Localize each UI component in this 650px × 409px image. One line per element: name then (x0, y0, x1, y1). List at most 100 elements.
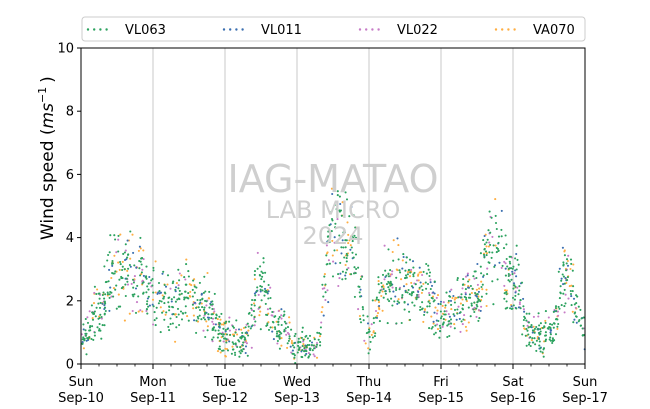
point-vl063 (521, 333, 524, 336)
point-va070 (391, 250, 394, 254)
point-vl063 (333, 203, 336, 207)
point-va070 (216, 318, 219, 321)
point-vl063 (244, 338, 247, 341)
point-va070 (477, 295, 480, 298)
point-vl063 (325, 263, 328, 266)
point-vl063 (84, 332, 87, 335)
point-vl063 (484, 250, 488, 253)
point-vl063 (515, 268, 518, 271)
point-va070 (139, 247, 142, 250)
point-vl063 (518, 289, 521, 292)
point-va070 (113, 254, 116, 257)
point-va070 (175, 282, 178, 285)
point-vl063 (95, 292, 98, 296)
point-va070 (349, 244, 352, 247)
point-vl063 (127, 274, 130, 277)
point-vl063 (124, 283, 127, 286)
point-vl063 (212, 327, 215, 330)
point-vl063 (456, 277, 459, 280)
point-vl063 (287, 339, 290, 342)
point-va070 (405, 283, 408, 286)
point-vl063 (467, 280, 470, 283)
point-vl063 (177, 268, 180, 271)
point-vl063 (146, 285, 149, 288)
point-va070 (568, 285, 571, 288)
point-va070 (206, 271, 209, 275)
point-vl063 (292, 352, 295, 355)
point-vl063 (83, 339, 86, 342)
point-vl011 (148, 304, 151, 307)
point-vl011 (349, 248, 352, 251)
point-vl063 (341, 278, 344, 281)
point-vl063 (174, 300, 177, 303)
point-vl063 (548, 325, 551, 329)
legend-dot (99, 28, 102, 31)
point-vl063 (428, 293, 431, 297)
y-tick-label: 8 (66, 105, 74, 120)
legend-marker-va070 (494, 28, 516, 31)
point-vl022 (491, 235, 494, 238)
point-va070 (485, 252, 489, 255)
point-vl063 (544, 334, 548, 337)
point-vl063 (166, 274, 170, 277)
point-vl063 (464, 288, 467, 291)
point-vl063 (447, 299, 450, 302)
point-vl022 (477, 308, 480, 312)
x-tick-label-date: Sep-16 (490, 391, 536, 406)
point-va070 (364, 342, 367, 345)
point-vl063 (473, 270, 476, 273)
point-va070 (436, 309, 439, 312)
point-va070 (447, 301, 450, 304)
point-vl022 (222, 340, 225, 343)
point-vl063 (259, 328, 262, 331)
point-vl063 (412, 266, 415, 269)
point-vl011 (237, 328, 241, 331)
point-vl022 (567, 297, 570, 300)
point-vl063 (303, 347, 306, 350)
point-vl063 (554, 306, 557, 310)
point-va070 (416, 274, 420, 277)
point-vl011 (394, 295, 397, 298)
point-vl063 (109, 234, 112, 237)
point-vl063 (374, 316, 377, 319)
point-va070 (397, 298, 400, 301)
point-vl063 (187, 319, 190, 322)
point-vl063 (539, 322, 542, 325)
point-vl011 (174, 286, 178, 289)
point-vl063 (251, 324, 254, 327)
point-vl063 (169, 317, 172, 320)
point-vl011 (159, 291, 163, 294)
point-vl063 (324, 291, 327, 294)
point-vl063 (525, 327, 528, 331)
point-vl063 (163, 283, 166, 287)
point-vl022 (184, 278, 187, 281)
point-vl063 (515, 307, 518, 310)
point-vl063 (277, 335, 280, 338)
point-vl063 (527, 333, 530, 336)
point-vl063 (180, 318, 184, 321)
point-vl063 (271, 310, 274, 314)
point-vl063 (242, 341, 245, 344)
point-vl063 (196, 315, 199, 318)
point-vl022 (436, 323, 439, 326)
point-va070 (397, 244, 400, 247)
point-vl063 (114, 288, 117, 291)
point-vl063 (145, 303, 149, 306)
point-vl063 (413, 271, 416, 274)
watermark-line-1: IAG-MATAO (227, 157, 438, 201)
point-vl063 (402, 253, 405, 256)
point-vl063 (185, 283, 188, 286)
point-vl063 (97, 302, 100, 305)
point-vl011 (517, 306, 520, 309)
point-vl063 (235, 319, 238, 322)
point-va070 (494, 244, 497, 247)
point-vl063 (562, 263, 565, 266)
point-va070 (467, 285, 470, 288)
point-va070 (159, 306, 162, 309)
point-vl063 (510, 307, 513, 311)
point-vl022 (457, 305, 460, 308)
point-vl063 (202, 316, 205, 319)
point-vl063 (167, 325, 170, 328)
point-vl063 (425, 262, 428, 266)
point-vl063 (562, 292, 565, 295)
